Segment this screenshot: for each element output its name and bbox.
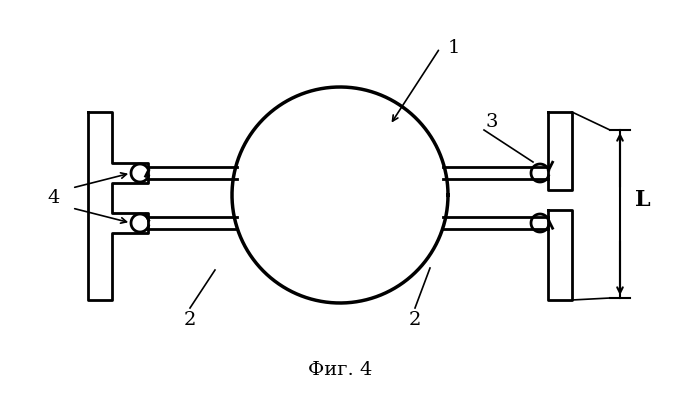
- Text: L: L: [635, 189, 650, 211]
- Text: 3: 3: [486, 113, 498, 131]
- Text: 2: 2: [184, 311, 196, 329]
- Text: 1: 1: [448, 39, 461, 57]
- Text: Фиг. 4: Фиг. 4: [308, 361, 372, 379]
- Text: 4: 4: [48, 189, 60, 207]
- Text: 2: 2: [409, 311, 421, 329]
